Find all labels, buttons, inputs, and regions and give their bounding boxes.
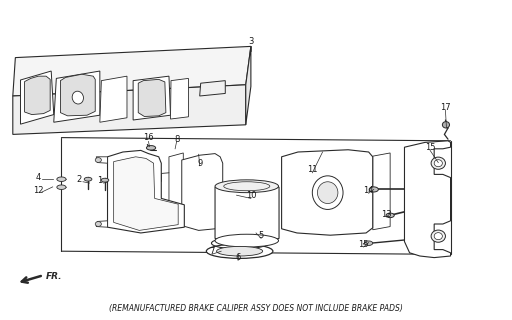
Ellipse shape — [95, 157, 101, 163]
Ellipse shape — [215, 180, 279, 193]
Text: 1: 1 — [97, 176, 102, 185]
Ellipse shape — [206, 244, 273, 259]
Polygon shape — [96, 221, 108, 227]
Ellipse shape — [442, 122, 450, 128]
Polygon shape — [54, 71, 100, 122]
Text: 12: 12 — [33, 186, 44, 195]
Text: 2: 2 — [77, 175, 82, 184]
Text: 4: 4 — [36, 173, 41, 182]
Ellipse shape — [146, 146, 156, 150]
Text: 13: 13 — [381, 210, 392, 219]
Text: 17: 17 — [440, 103, 451, 112]
Polygon shape — [138, 79, 166, 116]
Polygon shape — [20, 71, 54, 124]
Ellipse shape — [312, 176, 343, 209]
Text: 7: 7 — [210, 247, 215, 256]
Ellipse shape — [101, 178, 109, 182]
Ellipse shape — [434, 233, 442, 240]
Ellipse shape — [386, 213, 394, 218]
Polygon shape — [200, 81, 225, 96]
Ellipse shape — [95, 221, 101, 227]
Polygon shape — [282, 150, 373, 235]
Polygon shape — [246, 46, 251, 125]
Ellipse shape — [431, 230, 445, 242]
Polygon shape — [404, 141, 451, 258]
Polygon shape — [114, 157, 178, 230]
Polygon shape — [60, 74, 95, 116]
Polygon shape — [25, 76, 50, 115]
Polygon shape — [13, 85, 246, 134]
Ellipse shape — [431, 157, 445, 169]
Polygon shape — [373, 153, 390, 230]
Polygon shape — [13, 46, 251, 96]
Polygon shape — [170, 78, 188, 119]
Polygon shape — [169, 153, 183, 224]
Ellipse shape — [369, 187, 378, 192]
Ellipse shape — [57, 185, 66, 189]
Text: FR.: FR. — [46, 272, 62, 281]
Text: (REMANUFACTURED BRAKE CALIPER ASSY DOES NOT INCLUDE BRAKE PADS): (REMANUFACTURED BRAKE CALIPER ASSY DOES … — [109, 304, 403, 313]
Ellipse shape — [365, 241, 373, 245]
Text: 3: 3 — [248, 37, 253, 46]
Ellipse shape — [317, 182, 338, 204]
Polygon shape — [108, 150, 184, 233]
Text: 5: 5 — [259, 231, 264, 240]
Polygon shape — [182, 154, 223, 230]
Polygon shape — [215, 181, 279, 244]
Text: 8: 8 — [174, 135, 179, 144]
Polygon shape — [96, 157, 108, 163]
Text: 14: 14 — [364, 186, 374, 195]
Text: 6: 6 — [236, 253, 241, 262]
Text: 9: 9 — [197, 159, 202, 168]
Ellipse shape — [84, 177, 92, 181]
Text: 10: 10 — [246, 191, 256, 200]
Text: 16: 16 — [143, 133, 154, 142]
Text: 15: 15 — [358, 240, 369, 249]
Ellipse shape — [434, 160, 442, 167]
Polygon shape — [133, 76, 170, 120]
Polygon shape — [100, 76, 127, 122]
Text: 11: 11 — [307, 165, 317, 174]
Text: 15: 15 — [425, 143, 435, 152]
Ellipse shape — [217, 246, 263, 256]
Ellipse shape — [215, 234, 279, 247]
Ellipse shape — [72, 91, 83, 104]
Ellipse shape — [57, 177, 66, 181]
